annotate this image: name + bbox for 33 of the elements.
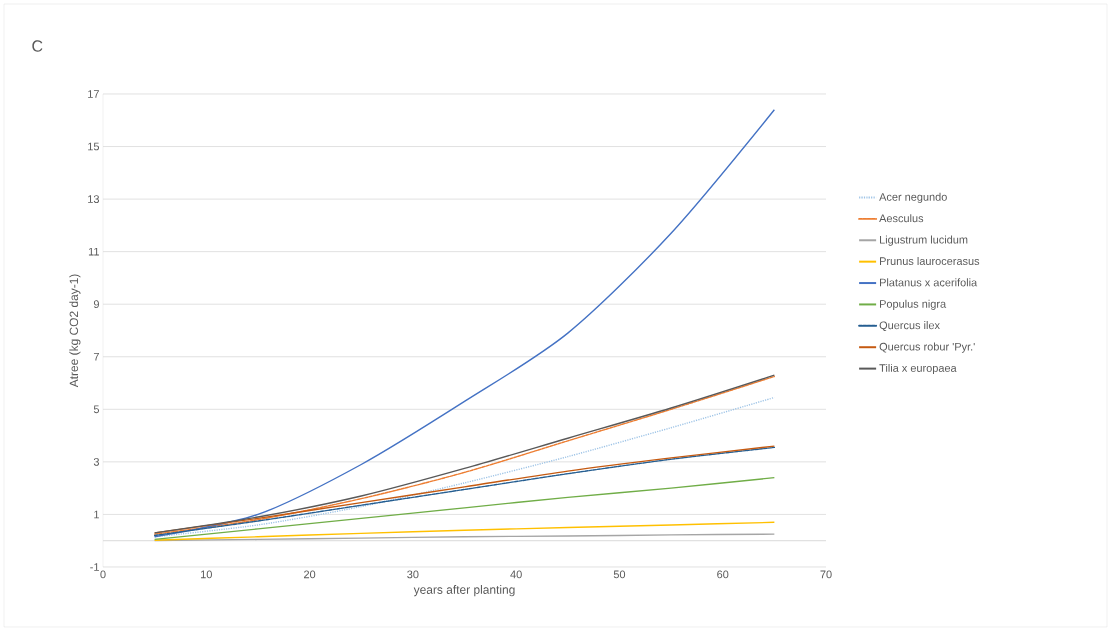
y-tick-label: 9 — [93, 300, 99, 309]
y-axis-title: Atree (kg CO2 day-1) — [69, 274, 81, 388]
legend-label: Aesculus — [879, 214, 924, 223]
x-tick-label: 10 — [201, 570, 212, 579]
y-tick-label: 13 — [88, 195, 99, 203]
x-tick-label: 40 — [510, 570, 522, 579]
legend-label: Populus nigra — [880, 299, 947, 310]
line-series — [153, 521, 776, 541]
line-series — [153, 109, 776, 538]
legend-label: Ligustrum lucidum — [880, 235, 968, 246]
legend-label: Prunus laurocerasus — [880, 256, 980, 265]
x-tick-label: 70 — [820, 570, 832, 579]
x-tick-label: 50 — [613, 570, 626, 579]
legend-label: Quercus robur 'Pyr.' — [879, 342, 975, 353]
legend-label: Quercus ilex — [879, 321, 940, 332]
x-tick-label: 0 — [100, 570, 106, 579]
y-tick-label: 7 — [93, 353, 99, 361]
line-series — [153, 476, 776, 541]
x-tick-label: 60 — [717, 570, 729, 579]
y-tick-label: 11 — [88, 247, 99, 256]
y-tick-label: 5 — [93, 405, 100, 414]
legend-label: Tilia x europaea — [879, 363, 957, 375]
legend-label: Acer negundo — [879, 192, 947, 203]
y-tick-label: -1 — [90, 563, 99, 571]
x-axis-title: years after planting — [413, 585, 515, 597]
y-tick-label: 17 — [88, 90, 99, 98]
legend-label: Platanus x acerifolia — [880, 278, 978, 287]
y-tick-label: 15 — [88, 142, 100, 151]
y-tick-label: 3 — [93, 458, 99, 466]
x-tick-label: 20 — [304, 570, 316, 579]
y-tick-label: 1 — [94, 510, 99, 519]
chart-title: C — [32, 40, 43, 52]
x-tick-label: 30 — [407, 570, 419, 579]
